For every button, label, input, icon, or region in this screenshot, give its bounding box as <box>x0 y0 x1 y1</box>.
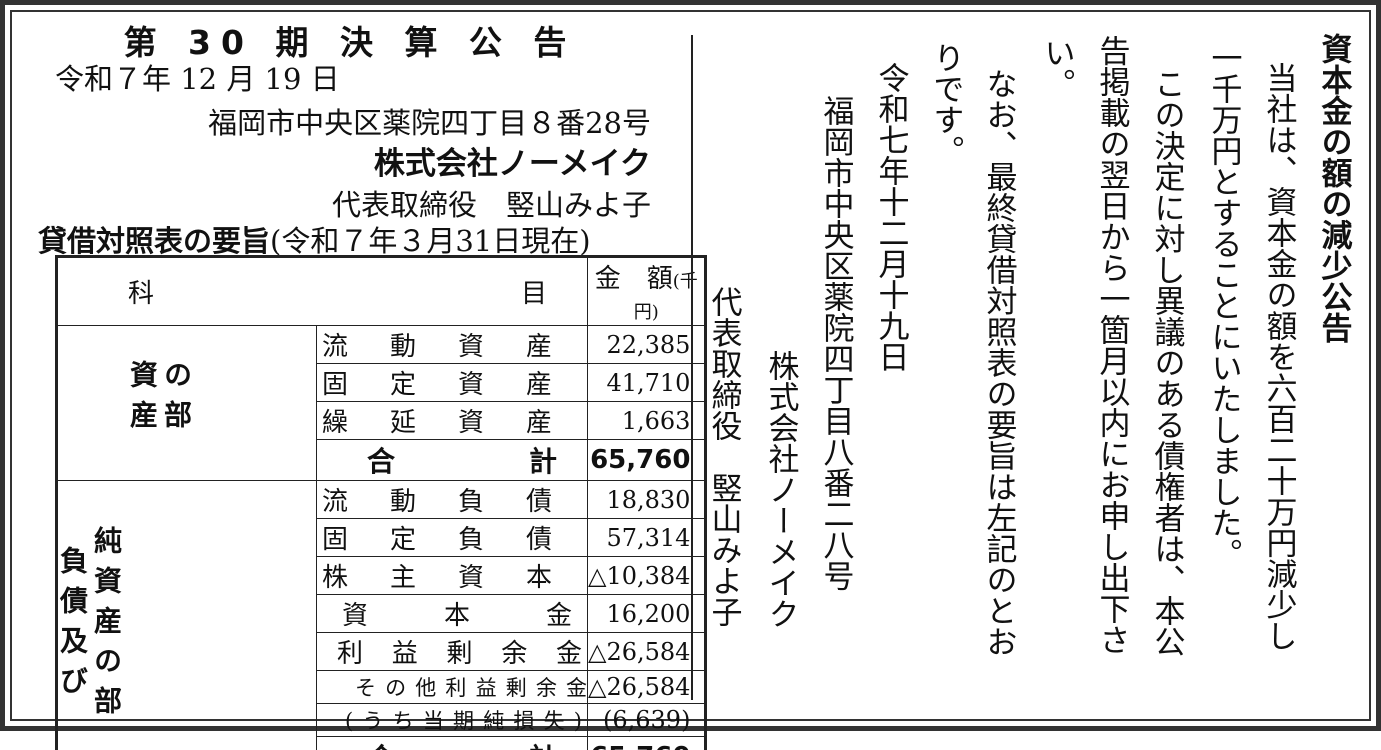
total-label: 合計 <box>317 737 588 750</box>
total-label: 合計 <box>317 440 588 481</box>
item-cell: その他利益剰余金 <box>317 671 588 704</box>
item-cell: (うち当期純損失) <box>317 704 588 737</box>
notice-text-line: 福岡市中央区薬院四丁目八番二八号 <box>820 95 851 591</box>
total-a: 合 <box>367 440 395 480</box>
balance-sheet-heading: 貸借対照表の要旨(令和７年３月31日現在) <box>38 218 591 260</box>
item-label: 利益剰余金 <box>337 633 582 670</box>
section-label-col: 純資産の部 <box>92 526 120 726</box>
item-amount: 1,663 <box>588 402 706 440</box>
header-amount-label: 金 額 <box>595 264 673 294</box>
header-item: 科目 <box>57 257 588 326</box>
notice-text-line: い。 <box>1041 37 1072 99</box>
notice-text-line: 告掲載の翌日から一箇月以内にお申し出下さ <box>1096 35 1127 655</box>
total-b: 計 <box>529 737 557 750</box>
section-label-col: の部 <box>162 360 190 440</box>
item-cell: 流動負債 <box>317 481 588 519</box>
item-amount: 22,385 <box>588 326 706 364</box>
notice-text-line: 株式会社ノーメイク <box>765 350 796 629</box>
item-amount: 57,314 <box>588 519 706 557</box>
item-cell: 流動資産 <box>317 326 588 364</box>
company-name: 株式会社ノーメイク <box>374 138 651 183</box>
column-divider <box>691 35 693 700</box>
header-amount: 金 額(千円) <box>588 257 706 326</box>
item-amount: △10,384 <box>588 557 706 595</box>
capital-reduction-title: 資本金の額の減少公告 <box>1318 33 1349 343</box>
item-label: 繰延資産 <box>322 402 552 439</box>
item-amount: 18,830 <box>588 481 706 519</box>
notice-date: 令和７年 12 月 19 日 <box>55 56 340 98</box>
item-cell: 株主資本 <box>317 557 588 595</box>
item-label: 固定資産 <box>322 364 552 401</box>
item-amount: 16,200 <box>588 595 706 633</box>
item-cell: 繰延資産 <box>317 402 588 440</box>
total-a: 合 <box>367 737 395 750</box>
item-amount: (6,639) <box>588 704 706 737</box>
asset-section-label: 資産の部 <box>57 326 317 481</box>
item-label: 流動負債 <box>322 481 552 518</box>
notice-text-line: 代表取締役 竪山みよ子 <box>708 286 739 627</box>
header-item-b: 目 <box>521 273 547 310</box>
item-label: 固定負債 <box>322 519 552 556</box>
header-item-a: 科 <box>128 273 154 310</box>
liab-section-label: 負債及び純資産の部 <box>57 481 317 750</box>
item-amount: 41,710 <box>588 364 706 402</box>
item-label: 株主資本 <box>322 557 552 594</box>
item-amount: △26,584 <box>588 671 706 704</box>
bs-heading-text: 貸借対照表の要旨 <box>38 224 270 258</box>
bs-date: (令和７年３月31日現在) <box>270 224 591 258</box>
item-label: 資本金 <box>342 595 572 632</box>
item-cell: 固定資産 <box>317 364 588 402</box>
item-cell: 利益剰余金 <box>317 633 588 671</box>
item-cell: 資本金 <box>317 595 588 633</box>
notice-text-line: なお、最終貸借対照表の要旨は左記のとお <box>983 68 1014 657</box>
notice-text-line: 令和七年十二月十九日 <box>875 62 906 372</box>
notice-text-line: 当社は、資本金の額を六百二十万円減少し <box>1263 62 1294 651</box>
total-amount: 65,760 <box>588 737 706 750</box>
total-amount: 65,760 <box>588 440 706 481</box>
section-label-col: 資産 <box>128 360 156 440</box>
item-cell: 固定負債 <box>317 519 588 557</box>
notice-text-line: 一千万円とすることにいたしました。 <box>1208 42 1239 569</box>
notice-text-line: りです。 <box>930 42 961 166</box>
total-b: 計 <box>529 440 557 480</box>
notice-text-line: この決定に対し異議のある債権者は、本公 <box>1151 68 1182 657</box>
item-label: その他利益剰余金 <box>355 672 587 702</box>
company-address: 福岡市中央区薬院四丁目８番28号 <box>208 100 651 142</box>
section-label-col: 負債及び <box>58 526 86 726</box>
table-header: 科目 金 額(千円) <box>57 257 706 326</box>
item-label: 流動資産 <box>322 326 552 363</box>
item-amount: △26,584 <box>588 633 706 671</box>
